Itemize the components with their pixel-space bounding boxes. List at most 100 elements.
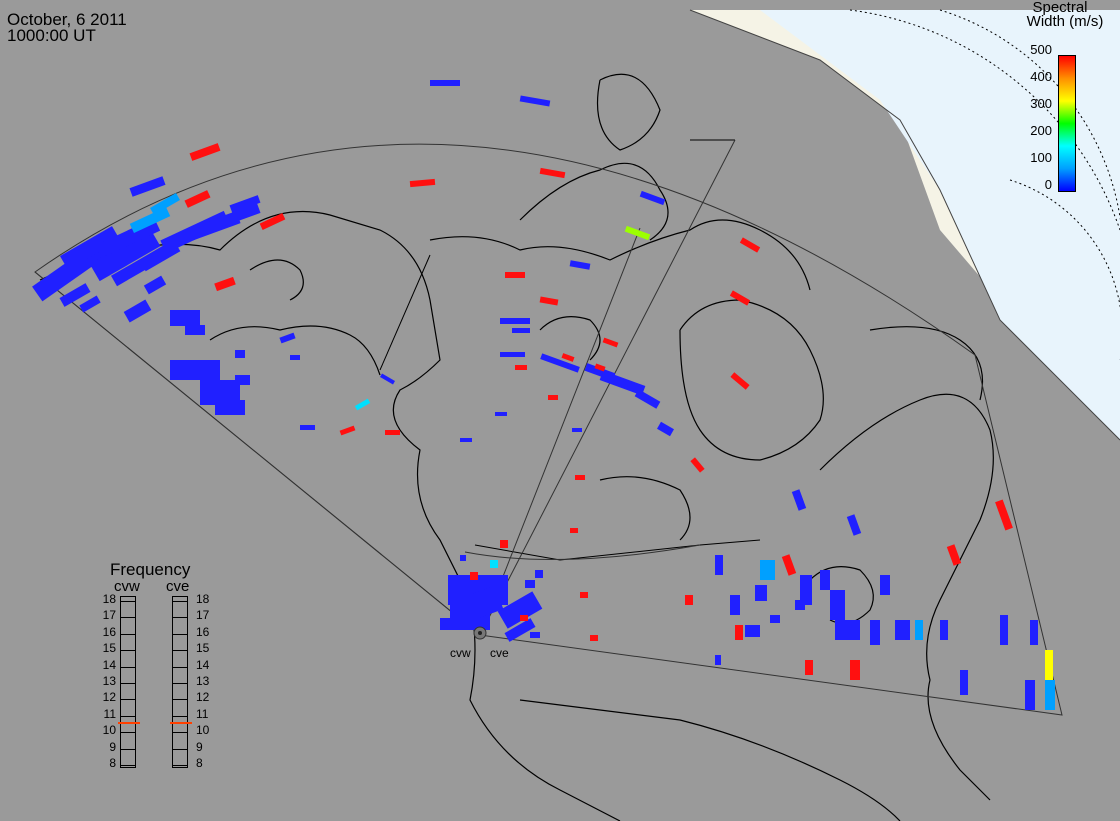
frequency-scale-cve — [170, 596, 192, 768]
echo-cell — [279, 332, 296, 344]
echo-cell — [895, 620, 910, 640]
echo-cell — [123, 299, 152, 323]
colorbar-tick: 100 — [1030, 150, 1052, 165]
echo-cell — [805, 660, 813, 675]
echo-cell — [189, 143, 221, 161]
frequency-radar-label-cve: cve — [166, 578, 190, 595]
frequency-tick-label: 13 — [102, 674, 116, 688]
echo-cell — [235, 350, 245, 358]
frequency-tick-label: 15 — [196, 641, 210, 656]
colorbar-title-line1: Spectral — [1032, 0, 1088, 16]
echo-cell — [235, 375, 250, 385]
echo-cell — [490, 560, 498, 568]
colorbar-tick: 0 — [1044, 177, 1052, 192]
echo-cell — [525, 580, 535, 588]
echo-cell — [1045, 680, 1055, 710]
echo-cell — [497, 591, 543, 629]
frequency-tick-label: 17 — [196, 608, 210, 623]
echo-cell — [470, 572, 478, 580]
echo-cell — [219, 203, 261, 227]
echo-cell — [1025, 680, 1035, 710]
echo-cell — [259, 213, 286, 230]
echo-cell — [519, 95, 551, 107]
echo-cell — [735, 625, 743, 640]
echo-cell — [580, 592, 588, 598]
frequency-marker-cvw — [118, 722, 140, 725]
echo-cell — [624, 225, 651, 241]
echo-cell — [602, 337, 619, 348]
echo-cell — [770, 615, 780, 623]
echo-cell — [755, 585, 767, 601]
frequency-tick-label: 18 — [196, 592, 210, 606]
echo-cell — [500, 318, 530, 324]
echo-cell — [572, 428, 582, 432]
echo-cell — [229, 195, 261, 213]
date-label: October, 6 2011 — [7, 10, 127, 29]
frequency-tick-label: 12 — [196, 690, 210, 705]
echo-cell — [820, 570, 830, 590]
echo-cell — [739, 237, 761, 253]
echo-cell — [946, 544, 962, 566]
echo-cell — [657, 421, 674, 437]
frequency-tick-label: 18 — [102, 592, 116, 606]
echo-cell — [685, 595, 693, 605]
polar-ocean-region — [760, 10, 1120, 440]
echo-cell — [500, 540, 508, 548]
echo-cell — [634, 389, 661, 409]
echo-cell — [548, 395, 558, 400]
echo-cell — [505, 272, 525, 278]
frequency-tick-label: 9 — [109, 739, 116, 754]
echo-cell — [846, 514, 862, 536]
echo-cell — [745, 625, 760, 637]
echo-cell — [300, 425, 315, 430]
colorbar-tick: 400 — [1030, 69, 1052, 84]
echo-cell — [760, 560, 775, 580]
echo-cell — [150, 193, 180, 215]
echo-cell — [639, 190, 666, 206]
echo-cell — [870, 620, 880, 645]
echo-cell — [539, 296, 559, 306]
echo-cell — [835, 620, 860, 640]
frequency-tick-label: 8 — [109, 756, 116, 770]
latitude-circle — [1009, 179, 1120, 360]
frequency-tick-label: 11 — [103, 706, 116, 721]
echo-cell — [466, 585, 504, 620]
echo-cell — [570, 528, 578, 533]
colorbar-tick: 200 — [1030, 123, 1052, 138]
echo-cell — [520, 615, 528, 621]
frequency-tick-label: 14 — [196, 657, 210, 672]
echo-cell — [143, 275, 167, 295]
echo-cell — [129, 176, 166, 197]
radar-fov — [34, 139, 1063, 716]
frequency-tick-label: 13 — [196, 674, 210, 688]
frequency-tick-label: 11 — [196, 706, 209, 721]
echo-cell — [512, 328, 530, 333]
echo-cell — [599, 370, 646, 396]
echo-cell — [59, 283, 91, 307]
echo-cell — [880, 575, 890, 595]
echo-cell — [440, 618, 470, 630]
echo-cell — [940, 620, 948, 640]
echo-cell — [540, 353, 580, 373]
station-label-cvw: cvw — [450, 646, 471, 660]
echo-cell — [430, 80, 460, 86]
echo-cell — [79, 295, 101, 313]
echo-cell — [170, 310, 200, 326]
frequency-tick-label: 9 — [196, 739, 203, 754]
echo-cell — [409, 178, 436, 188]
frequency-tick-label: 14 — [102, 657, 116, 672]
echo-cell — [170, 360, 220, 380]
echo-cell — [214, 276, 236, 292]
echo-cell — [800, 575, 812, 605]
echo-cell — [460, 555, 466, 561]
echo-cell — [385, 430, 400, 435]
echo-cell — [184, 190, 211, 208]
echo-cell — [380, 373, 395, 385]
echo-cell — [1030, 620, 1038, 645]
time-label: 1000:00 UT — [7, 26, 96, 45]
frequency-tick-label: 17 — [102, 608, 116, 623]
echo-cell — [290, 355, 300, 360]
colorbar — [1058, 55, 1076, 192]
